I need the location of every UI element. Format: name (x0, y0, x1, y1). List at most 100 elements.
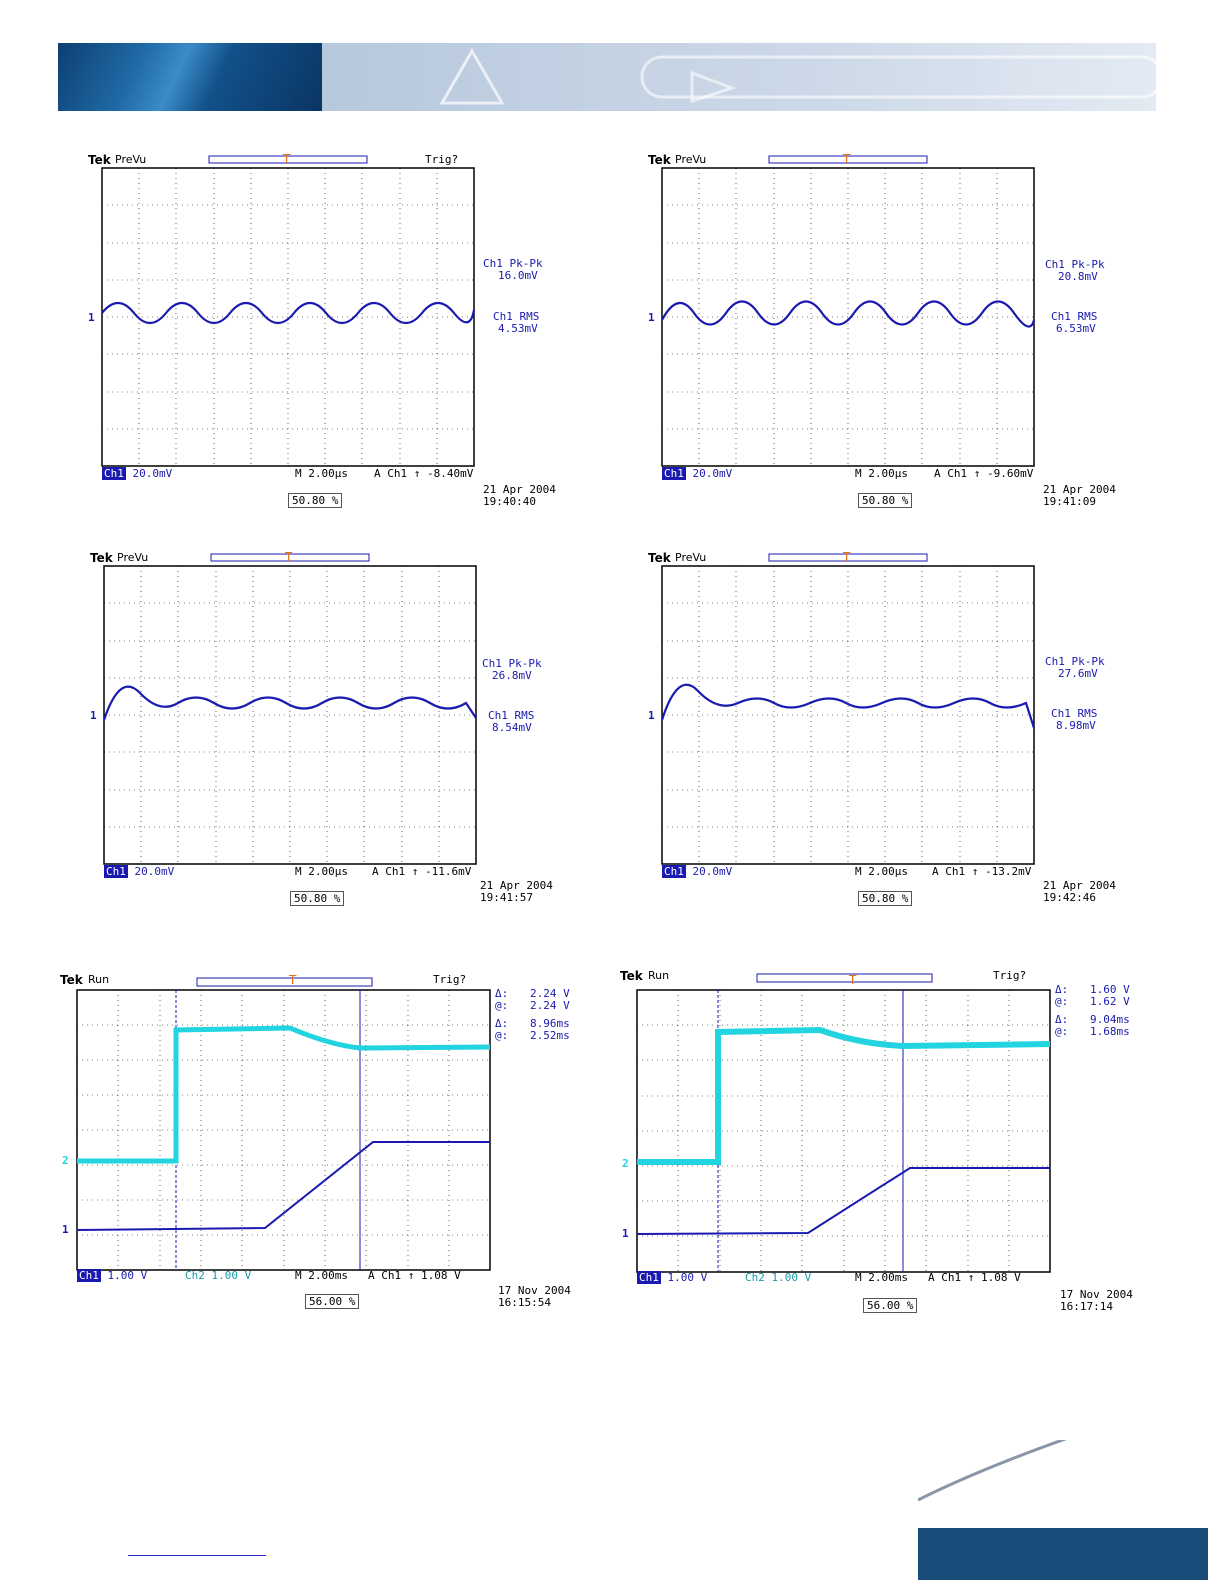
ch2-ground-marker: 2 (62, 1154, 69, 1167)
tek-logo: Tek (620, 969, 643, 983)
meas-value-1: 16.0mV (498, 269, 538, 282)
capture-time: 19:41:09 (1043, 495, 1096, 508)
ch1-badge: Ch1 (662, 865, 686, 878)
ch1-scale: 20.0mV (692, 865, 733, 878)
trigger-position: 50.80 % (290, 891, 345, 906)
scope-5: T Tek Run Trig? 2 1 Δ: 2.24 V @: 2.24 V … (60, 970, 600, 1315)
ch1-trace (101, 301, 476, 325)
ch1-ground-marker: 1 (648, 709, 655, 722)
scope-2-display: T (661, 152, 1036, 467)
ch1-ground-marker: 1 (622, 1227, 629, 1240)
meas-label-1: Ch1 Pk-Pk (482, 657, 542, 670)
capture-date: 21 Apr 2004 (1043, 483, 1116, 496)
header-banner (58, 43, 1156, 111)
ch1-trace (661, 300, 1036, 328)
cursor-value-2: 2.24 V (530, 999, 570, 1012)
cursor-label-2: @: (1055, 995, 1069, 1008)
banner-photo (58, 43, 322, 111)
ch1-ground-marker: 1 (90, 709, 97, 722)
trigger-marker-icon: T (284, 550, 293, 564)
trigger-marker-icon: T (282, 152, 291, 166)
ch1-badge: Ch1 (77, 1269, 101, 1282)
cursor-label-1: Δ: (495, 987, 509, 1000)
scope-2: T Tek PreVu 1 Ch1 Pk-Pk 20.8mV Ch1 RMS 6… (648, 150, 1148, 515)
tek-logo: Tek (88, 153, 111, 167)
acq-mode: PreVu (117, 551, 149, 564)
scope-5-display: T (76, 973, 491, 1271)
scope-6-display: T (636, 973, 1051, 1273)
meas-label-1: Ch1 Pk-Pk (1045, 258, 1105, 271)
ch2-trace (637, 1026, 1051, 1165)
ch1-scale: 20.0mV (692, 467, 733, 480)
footer-link-underline[interactable] (128, 1555, 266, 1556)
scope-1: T Tek PreVu Trig? 1 Ch1 Pk-Pk 16.0mV Ch1… (88, 150, 588, 515)
meas-value-2: 4.53mV (498, 322, 538, 335)
capture-time: 19:41:57 (480, 891, 533, 904)
cursor-label-3: Δ: (495, 1017, 509, 1030)
timebase: M 2.00ms (855, 1271, 908, 1284)
scope-1-display: T (101, 152, 476, 467)
cursor-label-1: Δ: (1055, 983, 1069, 996)
ch2-trace (77, 1025, 491, 1164)
capture-date: 21 Apr 2004 (480, 879, 553, 892)
capture-time: 19:42:46 (1043, 891, 1096, 904)
timebase: M 2.00µs (855, 865, 908, 878)
ch1-badge: Ch1 (102, 467, 126, 480)
capture-date: 21 Apr 2004 (483, 483, 556, 496)
ch1-scale: 20.0mV (132, 467, 173, 480)
meas-value-1: 27.6mV (1058, 667, 1098, 680)
ch1-ground-marker: 1 (88, 311, 95, 324)
timebase: M 2.00µs (295, 467, 348, 480)
ch2-badge: Ch2 (185, 1269, 205, 1282)
cursor-value-1: 1.60 V (1090, 983, 1130, 996)
tek-logo: Tek (648, 551, 671, 565)
ch1-trace (76, 1141, 490, 1231)
trigger-setting: A Ch1 ↑ -13.2mV (932, 865, 1032, 878)
trigger-marker-icon: T (842, 152, 851, 166)
ch2-scale: 1.00 V (211, 1269, 252, 1282)
ch1-badge: Ch1 (637, 1271, 661, 1284)
meas-label-1: Ch1 Pk-Pk (483, 257, 543, 270)
meas-value-1: 20.8mV (1058, 270, 1098, 283)
cursor-value-4: 2.52ms (530, 1029, 570, 1042)
trigger-marker-icon: T (288, 973, 297, 987)
capture-time: 16:17:14 (1060, 1300, 1113, 1313)
acq-mode: PreVu (115, 153, 147, 166)
banner-logo-watermark (439, 47, 1156, 105)
ch1-trace (102, 685, 477, 721)
ch1-scale: 1.00 V (667, 1271, 708, 1284)
ch1-trace (660, 683, 1036, 729)
footer-decoration (918, 1440, 1208, 1580)
cursor-label-4: @: (1055, 1025, 1069, 1038)
ch1-scale: 1.00 V (107, 1269, 148, 1282)
timebase: M 2.00µs (295, 865, 348, 878)
meas-label-1: Ch1 Pk-Pk (1045, 655, 1105, 668)
cursor-value-4: 1.68ms (1090, 1025, 1130, 1038)
meas-value-2: 6.53mV (1056, 322, 1096, 335)
trig-status: Trig? (425, 153, 459, 166)
timebase: M 2.00ms (295, 1269, 348, 1282)
scope-4: T Tek PreVu 1 Ch1 Pk-Pk 27.6mV Ch1 RMS 8… (648, 548, 1148, 913)
ch2-ground-marker: 2 (622, 1157, 629, 1170)
cursor-value-2: 1.62 V (1090, 995, 1130, 1008)
trig-status: Trig? (993, 969, 1027, 982)
cursor-label-4: @: (495, 1029, 509, 1042)
banner-graphic (322, 43, 1156, 111)
ch1-trace (636, 1167, 1050, 1235)
ch1-badge: Ch1 (104, 865, 128, 878)
ch2-badge: Ch2 (745, 1271, 765, 1284)
capture-date: 17 Nov 2004 (1060, 1288, 1133, 1301)
cursor-label-2: @: (495, 999, 509, 1012)
meas-label-2: Ch1 RMS (488, 709, 535, 722)
ch1-badge: Ch1 (662, 467, 686, 480)
trigger-setting: A Ch1 ↑ 1.08 V (368, 1269, 461, 1282)
cursor-value-3: 8.96ms (530, 1017, 570, 1030)
ch2-scale: 1.00 V (771, 1271, 812, 1284)
scope-3: T Tek PreVu 1 Ch1 Pk-Pk 26.8mV Ch1 RMS 8… (90, 548, 590, 913)
meas-label-2: Ch1 RMS (1051, 310, 1098, 323)
capture-time: 16:15:54 (498, 1296, 551, 1309)
trigger-position: 50.80 % (288, 493, 343, 508)
ch1-scale: 20.0mV (134, 865, 175, 878)
trigger-setting: A Ch1 ↑ 1.08 V (928, 1271, 1021, 1284)
tek-logo: Tek (90, 551, 113, 565)
